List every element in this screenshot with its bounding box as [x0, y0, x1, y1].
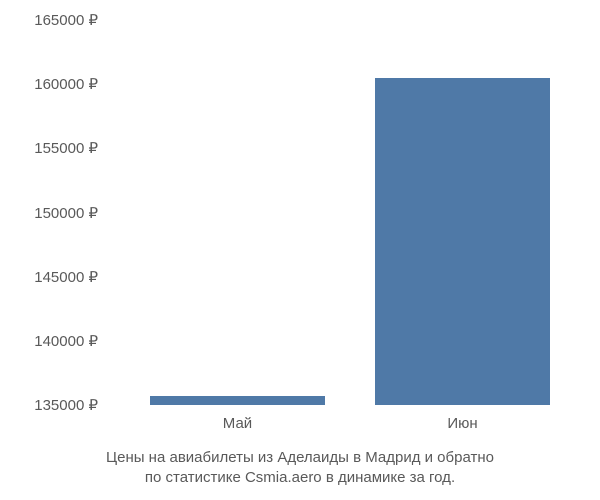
- y-axis-tick-label: 140000 ₽: [34, 332, 98, 350]
- plot-area: [105, 20, 580, 405]
- y-axis-tick-label: 160000 ₽: [34, 75, 98, 93]
- y-axis-tick-label: 145000 ₽: [34, 268, 98, 286]
- y-axis-tick-label: 135000 ₽: [34, 396, 98, 414]
- caption-line-1: Цены на авиабилеты из Аделаиды в Мадрид …: [106, 449, 494, 466]
- x-axis-category-label: Май: [150, 415, 325, 432]
- bar: [375, 78, 550, 405]
- x-axis-category-label: Июн: [375, 415, 550, 432]
- bar: [150, 396, 325, 405]
- y-axis-tick-label: 165000 ₽: [34, 11, 98, 29]
- price-bar-chart: 135000 ₽ 140000 ₽ 145000 ₽ 150000 ₽ 155000 ₽…: [0, 0, 600, 500]
- caption-line-2: по статистике Csmia.aero в динамике за г…: [145, 469, 455, 486]
- y-axis-tick-label: 150000 ₽: [34, 204, 98, 222]
- y-axis-tick-label: 155000 ₽: [34, 139, 98, 157]
- chart-caption: Цены на авиабилеты из Аделаиды в Мадрид …: [0, 448, 600, 489]
